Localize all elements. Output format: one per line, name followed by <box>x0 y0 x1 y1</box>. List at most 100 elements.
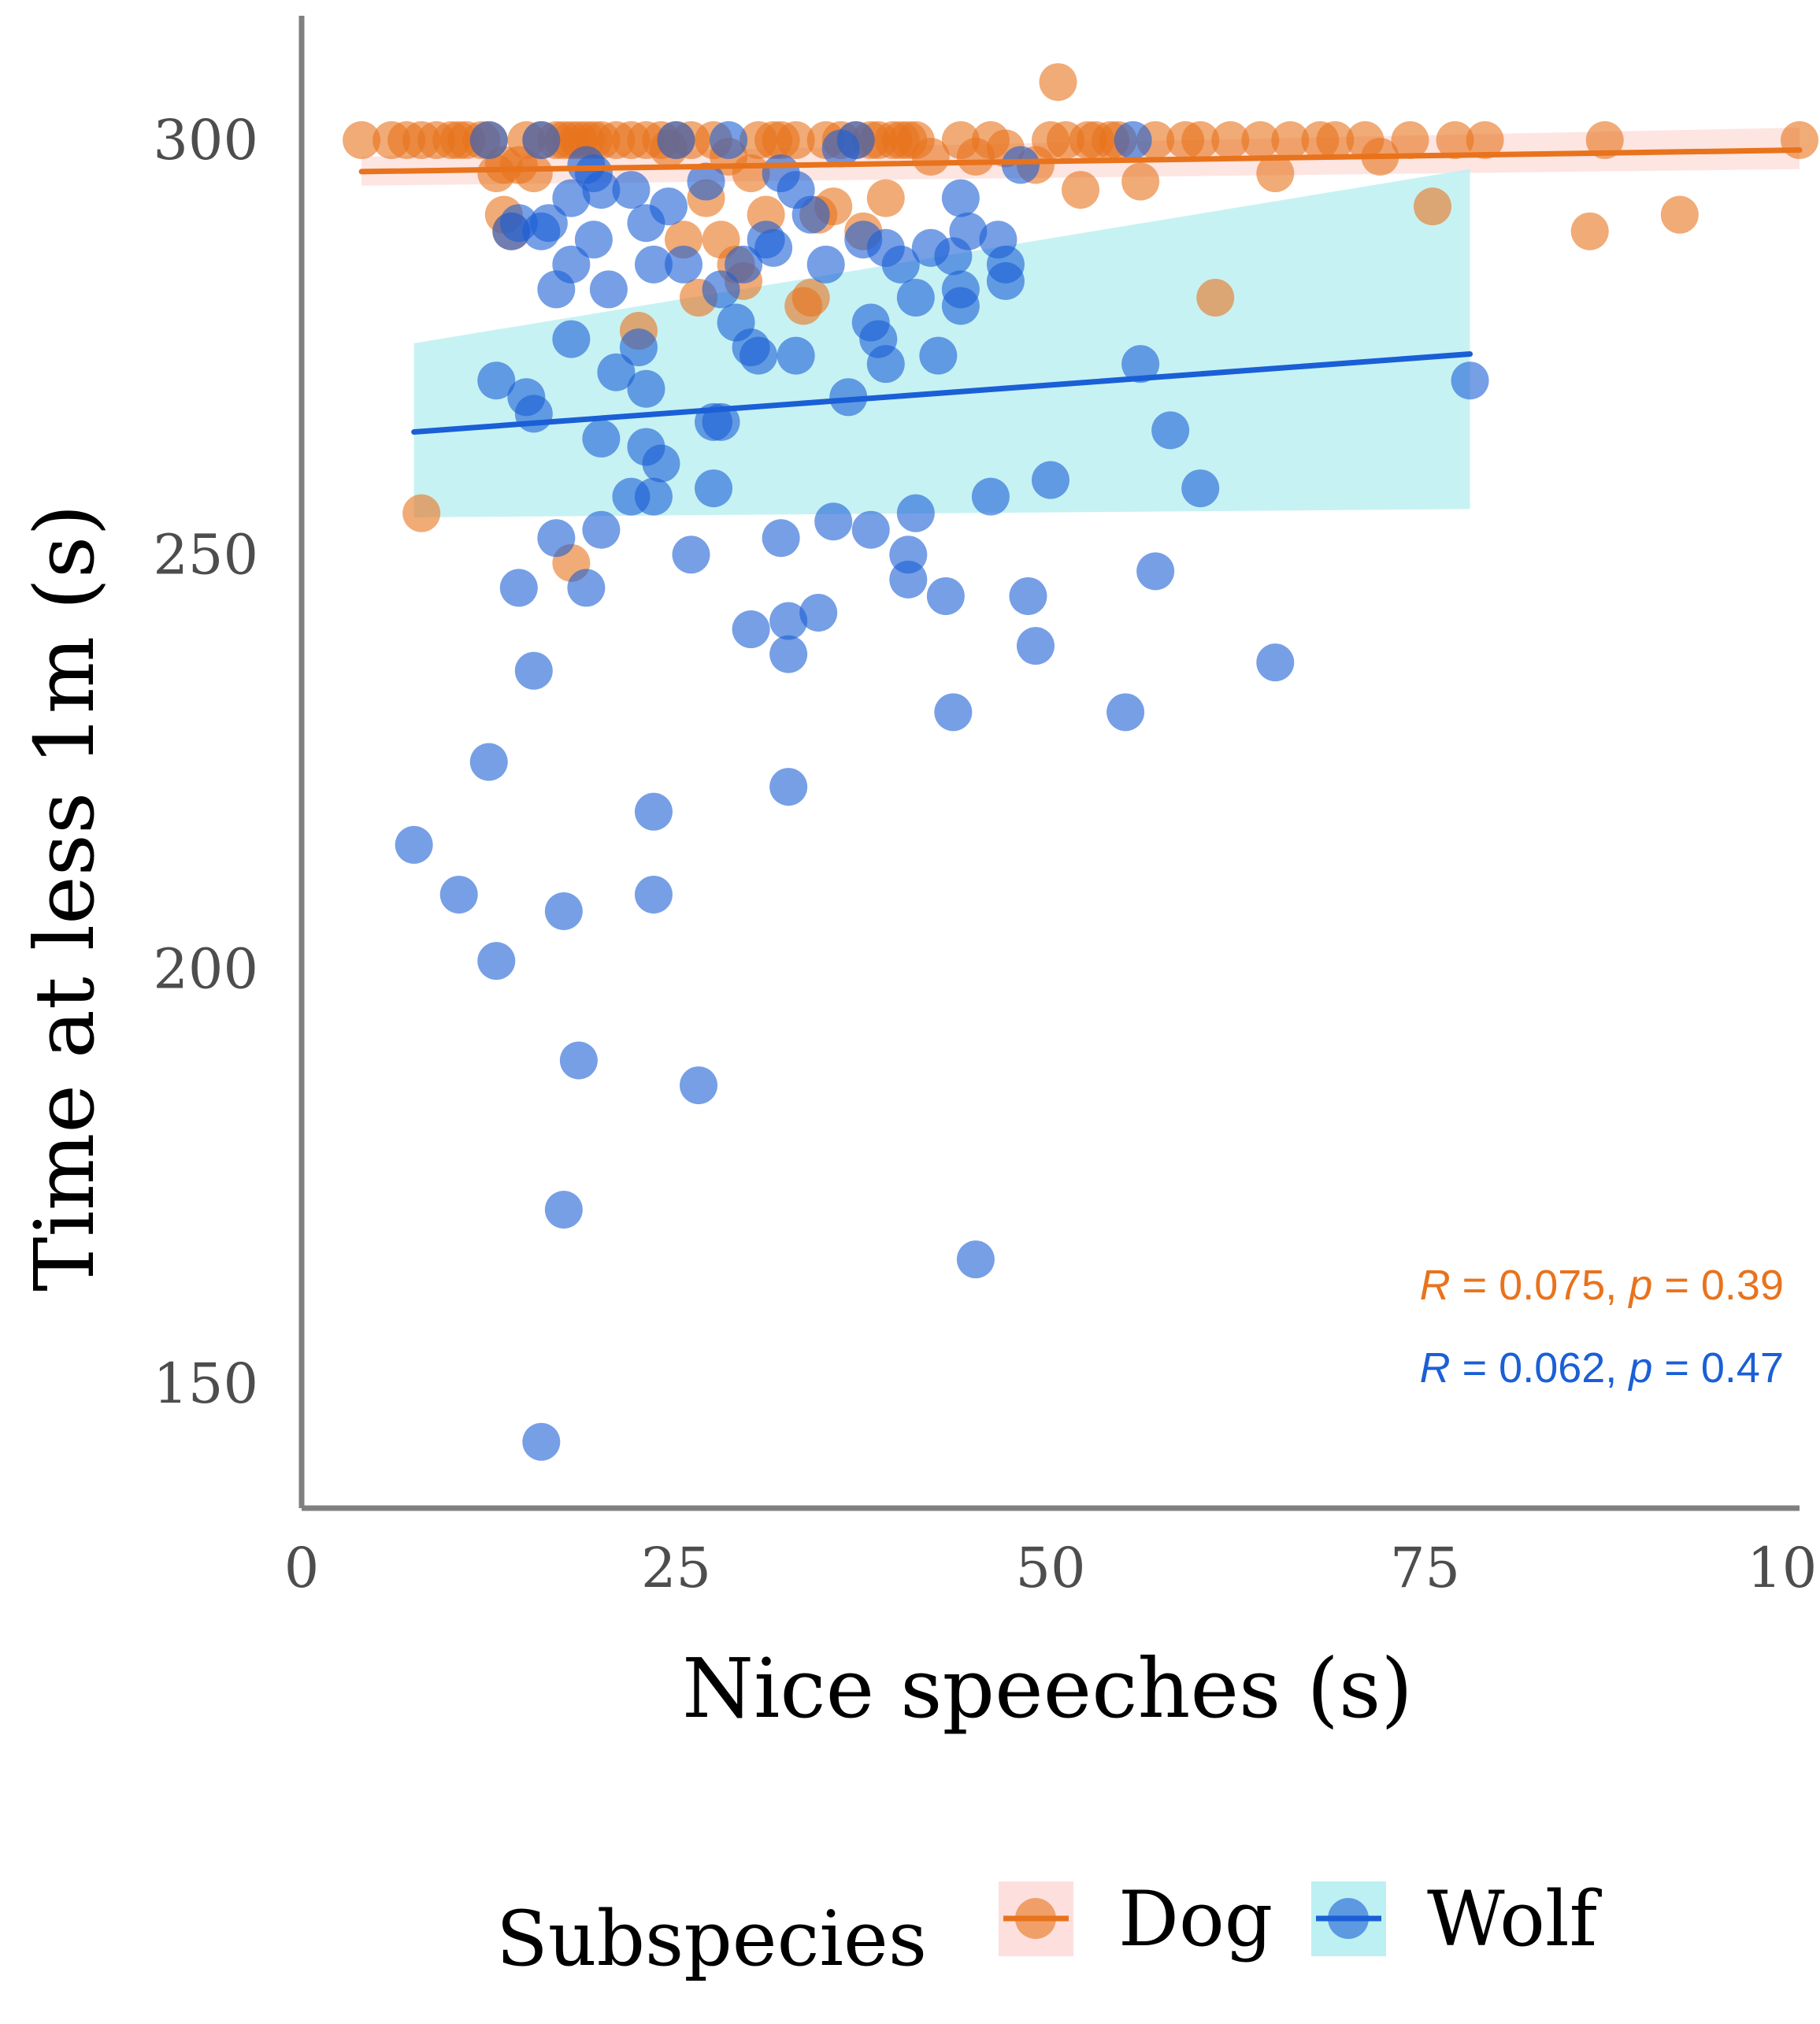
point-wolf-107 <box>1121 345 1160 384</box>
y-tick-label-300: 300 <box>153 108 258 172</box>
point-wolf-42 <box>634 875 673 914</box>
x-tick-label-75: 75 <box>1390 1536 1460 1600</box>
point-dog-89 <box>1391 120 1429 159</box>
point-wolf-3 <box>477 361 516 400</box>
point-wolf-29 <box>582 419 621 458</box>
point-wolf-61 <box>754 228 793 267</box>
point-wolf-102 <box>1009 576 1047 615</box>
fit-line-wolf <box>411 351 1473 435</box>
x-tick-label-50: 50 <box>1015 1536 1085 1600</box>
point-wolf-39 <box>634 245 673 284</box>
x-tick-label-100: 100 <box>1747 1536 1820 1600</box>
point-wolf-96 <box>956 1240 995 1279</box>
point-wolf-11 <box>514 395 553 433</box>
point-wolf-103 <box>1016 627 1055 665</box>
point-wolf-112 <box>1451 361 1489 400</box>
point-wolf-72 <box>814 502 853 541</box>
point-wolf-30 <box>582 510 621 549</box>
point-wolf-54 <box>710 120 748 159</box>
point-wolf-43 <box>642 444 680 483</box>
x-axis-title: Nice speeches (s) <box>682 1640 1413 1737</box>
point-wolf-4 <box>477 942 516 980</box>
point-wolf-46 <box>665 245 703 284</box>
point-dog-96 <box>1781 120 1818 159</box>
point-wolf-20 <box>552 179 591 217</box>
point-wolf-90 <box>934 693 973 732</box>
point-wolf-32 <box>597 353 636 391</box>
y-axis-title: Time at less 1m (s) <box>17 504 113 1292</box>
point-dog-95 <box>1660 195 1699 234</box>
point-wolf-12 <box>522 120 561 159</box>
point-wolf-97 <box>971 477 1010 516</box>
point-wolf-21 <box>552 245 591 284</box>
point-dog-91 <box>1436 120 1474 159</box>
point-dog-86 <box>1316 120 1355 159</box>
point-wolf-31 <box>589 270 628 309</box>
point-wolf-70 <box>799 594 838 632</box>
point-wolf-14 <box>522 1422 561 1461</box>
annotation-dog: R = 0.075, p = 0.39 <box>1420 1262 1784 1309</box>
point-wolf-10 <box>514 651 553 690</box>
point-dog-80 <box>1196 278 1235 317</box>
legend-item-dog: Dog <box>999 1875 1273 1963</box>
point-dog-62 <box>911 137 950 176</box>
y-axis-ticks: 150 200 250 300 <box>153 108 258 1416</box>
point-wolf-50 <box>695 469 733 508</box>
point-dog-82 <box>1241 120 1280 159</box>
point-wolf-45 <box>657 120 695 159</box>
point-wolf-49 <box>687 162 725 201</box>
legend-label-dog: Dog <box>1118 1875 1273 1963</box>
legend-title: Subspecies <box>496 1895 927 1983</box>
point-wolf-111 <box>1256 643 1295 682</box>
point-wolf-88 <box>919 336 958 375</box>
point-dog-71 <box>1062 171 1100 209</box>
point-wolf-59 <box>739 336 778 375</box>
point-wolf-100 <box>986 261 1025 300</box>
point-wolf-106 <box>1114 120 1152 159</box>
legend: Subspecies Dog Wolf <box>496 1875 1603 1983</box>
point-wolf-44 <box>649 187 688 226</box>
y-tick-label-200: 200 <box>153 937 258 1002</box>
point-wolf-33 <box>612 171 651 209</box>
point-dog-90 <box>1414 187 1452 226</box>
point-dog-84 <box>1271 120 1310 159</box>
point-wolf-56 <box>725 245 763 284</box>
point-wolf-62 <box>762 519 800 558</box>
point-wolf-94 <box>941 287 980 325</box>
point-wolf-66 <box>769 768 808 806</box>
x-tick-label-0: 0 <box>284 1536 320 1600</box>
point-wolf-69 <box>791 195 830 234</box>
fit-line-dog <box>358 147 1803 175</box>
point-wolf-71 <box>806 245 845 284</box>
point-wolf-82 <box>881 245 920 284</box>
fit-lines <box>358 147 1803 435</box>
point-wolf-47 <box>672 536 710 574</box>
point-wolf-18 <box>544 1191 583 1229</box>
point-dog-0 <box>343 120 381 159</box>
point-wolf-84 <box>889 560 928 599</box>
point-wolf-48 <box>680 1066 718 1105</box>
point-wolf-5 <box>469 120 508 159</box>
point-wolf-2 <box>469 743 508 781</box>
correlation-annotations: R = 0.075, p = 0.39 R = 0.062, p = 0.47 <box>1420 1262 1784 1392</box>
point-wolf-104 <box>1032 461 1069 499</box>
point-dog-76 <box>1121 162 1160 201</box>
legend-item-wolf: Wolf <box>1311 1875 1603 1963</box>
point-dog-48 <box>791 278 830 317</box>
point-wolf-85 <box>896 278 935 317</box>
point-wolf-23 <box>559 1041 598 1080</box>
point-wolf-53 <box>702 270 740 309</box>
point-dog-16 <box>514 154 553 193</box>
point-wolf-65 <box>769 635 808 673</box>
point-wolf-35 <box>619 328 658 367</box>
point-wolf-95 <box>949 212 988 250</box>
point-wolf-17 <box>537 519 576 558</box>
x-tick-label-25: 25 <box>641 1536 711 1600</box>
y-tick-label-250: 250 <box>153 522 258 587</box>
annotation-wolf: R = 0.062, p = 0.47 <box>1420 1344 1784 1392</box>
point-wolf-22 <box>552 320 591 358</box>
x-axis-ticks: 0 25 50 75 100 <box>284 1536 1820 1600</box>
point-dog-81 <box>1211 120 1250 159</box>
point-wolf-1 <box>439 875 478 914</box>
point-wolf-109 <box>1151 411 1190 450</box>
